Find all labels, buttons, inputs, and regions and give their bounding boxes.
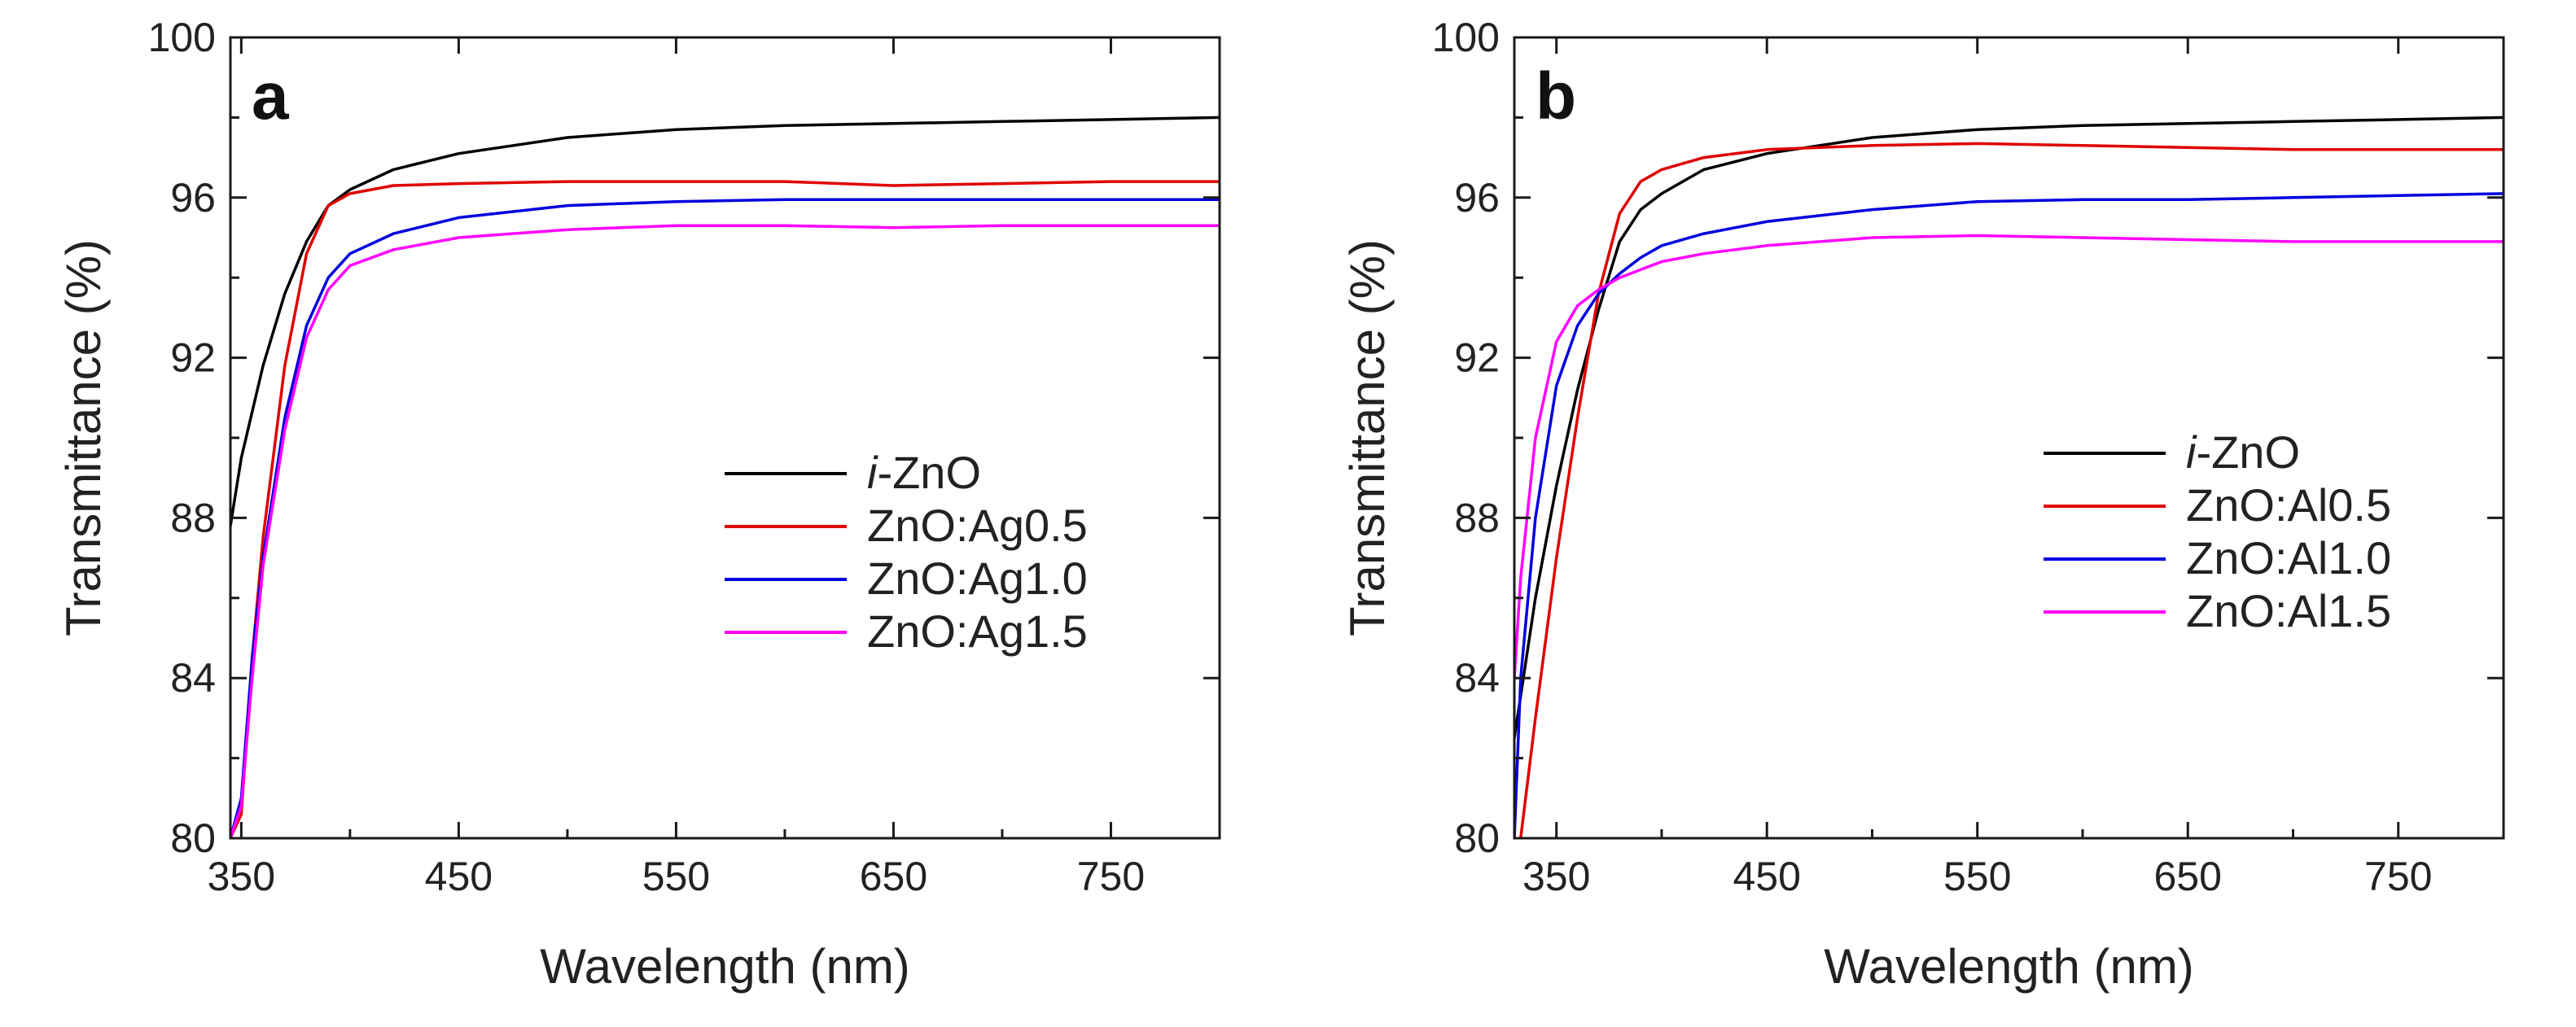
legend-entry-label: ZnO:Al1.5 bbox=[2186, 585, 2391, 636]
series-line-i-zno bbox=[230, 116, 1220, 527]
y-axis-title: Transmittance (%) bbox=[56, 239, 111, 636]
panel-label: b bbox=[1536, 59, 1576, 133]
x-tick-label: 450 bbox=[425, 854, 493, 899]
x-axis-title: Wavelength (nm) bbox=[540, 939, 910, 994]
y-tick-label: 100 bbox=[148, 15, 216, 60]
y-tick-label: 92 bbox=[1454, 335, 1500, 381]
y-tick-label: 96 bbox=[1454, 175, 1500, 221]
y-tick-label: 80 bbox=[1454, 815, 1500, 861]
legend-label-suffix: -ZnO bbox=[2196, 426, 2300, 478]
chart-panel-a: 80 84 88 92 96 100 350 450 550 650 750 Wavelength (… bbox=[56, 15, 1221, 994]
legend-entry-label: ZnO:Ag1.0 bbox=[867, 553, 1088, 604]
series-line-zno-ag1-5 bbox=[230, 224, 1220, 838]
panel-label: a bbox=[252, 59, 290, 133]
plot-frame bbox=[229, 36, 1221, 840]
y-tick-label: 96 bbox=[170, 175, 216, 221]
x-tick-label: 550 bbox=[1943, 854, 2011, 899]
y-tick-label: 84 bbox=[1454, 655, 1500, 701]
x-tick-label: 450 bbox=[1733, 854, 1800, 899]
y-tick-label: 88 bbox=[170, 495, 216, 540]
x-tick-label: 650 bbox=[2154, 854, 2222, 899]
x-tick-label: 550 bbox=[642, 854, 710, 899]
legend-entry-label: ZnO:Ag1.5 bbox=[867, 605, 1088, 657]
chart-panel-b: 80 84 88 92 96 100 350 450 550 650 750 Wavelength (… bbox=[1340, 15, 2505, 994]
series-line-i-zno bbox=[1514, 116, 2504, 740]
legend-entry-label: ZnO:Ag0.5 bbox=[867, 500, 1088, 551]
legend-label-suffix: -ZnO bbox=[877, 447, 981, 498]
legend-entry-label: ZnO:Al0.5 bbox=[2186, 479, 2391, 531]
series-line-zno-ag0-5 bbox=[230, 180, 1220, 838]
plot-frame bbox=[1513, 36, 2505, 840]
x-axis-title: Wavelength (nm) bbox=[1824, 939, 2194, 994]
x-tick-label: 750 bbox=[2364, 854, 2432, 899]
series-line-zno-al0-5 bbox=[1519, 142, 2504, 838]
y-tick-label: 84 bbox=[170, 655, 216, 701]
x-tick-label: 750 bbox=[1077, 854, 1145, 899]
x-tick-label: 350 bbox=[1522, 854, 1590, 899]
series-line-zno-al1-0 bbox=[1514, 192, 2504, 838]
legend-entry-label: ZnO:Al1.0 bbox=[2186, 532, 2391, 583]
y-tick-label: 100 bbox=[1432, 15, 1500, 60]
legend-label-prefix: i bbox=[867, 447, 878, 498]
series-line-zno-al1-5 bbox=[1514, 234, 2504, 680]
legend-entry-label: i-ZnO bbox=[867, 447, 981, 498]
y-axis-title: Transmittance (%) bbox=[1340, 239, 1395, 636]
y-tick-label: 88 bbox=[1454, 495, 1500, 540]
y-tick-label: 80 bbox=[170, 815, 216, 861]
legend-entry-label: i-ZnO bbox=[2186, 426, 2300, 478]
y-tick-label: 92 bbox=[170, 335, 216, 381]
x-tick-label: 650 bbox=[860, 854, 927, 899]
legend-label-prefix: i bbox=[2186, 426, 2197, 478]
x-tick-label: 350 bbox=[208, 854, 275, 899]
